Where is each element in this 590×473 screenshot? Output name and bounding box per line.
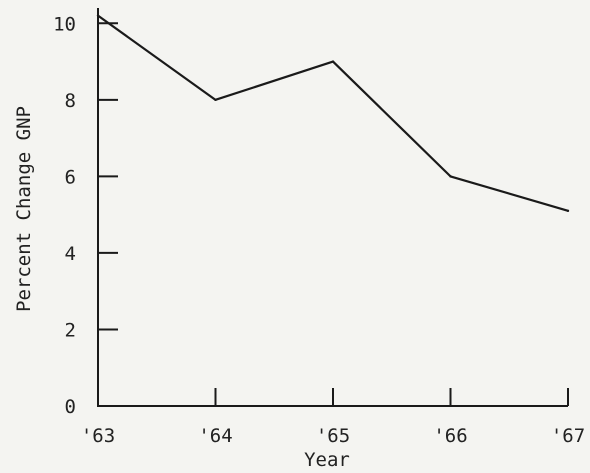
x-tick-label: '67 [551,425,585,447]
x-tick-label: '65 [316,425,350,447]
y-tick-label: 2 [65,319,76,341]
y-tick-label: 0 [65,396,76,418]
y-ticks: 0 2 4 6 8 10 [53,13,118,418]
data-point [449,175,452,178]
x-tick-label: '63 [81,425,115,447]
y-tick-label: 10 [53,13,76,35]
data-point [331,60,335,63]
x-tick-label: '64 [198,425,232,447]
x-ticks: '63 '64 '65 '66 '67 [81,388,585,447]
y-axis-title: Percent Change GNP [13,106,35,312]
data-point [566,209,570,213]
y-tick-label: 4 [65,243,76,265]
data-point [214,98,217,102]
data-point [96,14,100,17]
series [96,14,570,213]
x-axis-title: Year [304,449,350,471]
series-line [97,14,569,212]
y-tick-label: 6 [65,166,76,188]
y-tick-label: 8 [65,90,76,112]
axes [97,8,568,407]
x-tick-label: '66 [433,425,467,447]
